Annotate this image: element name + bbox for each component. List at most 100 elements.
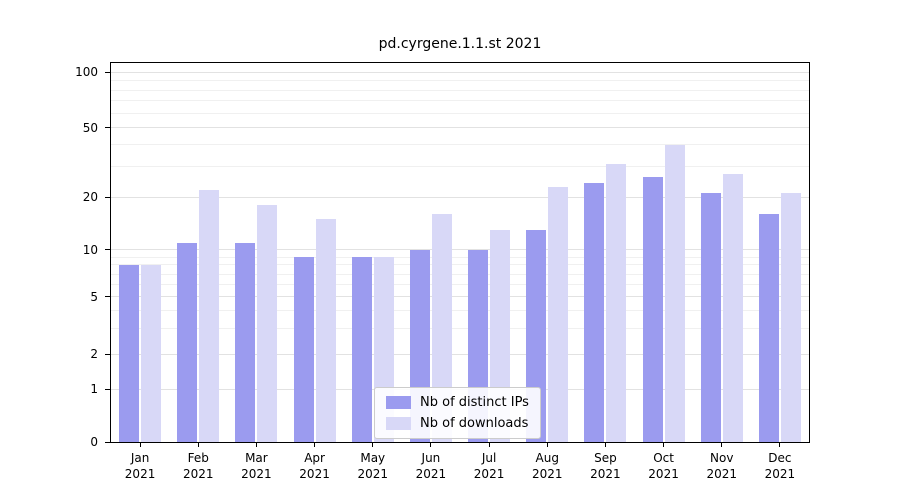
bar-downloads	[257, 205, 278, 442]
bar-distinct-ips	[293, 257, 314, 442]
major-gridline	[111, 296, 809, 298]
bar-downloads	[548, 186, 569, 442]
minor-gridline	[111, 328, 809, 330]
y-tick-label: 5	[90, 289, 98, 304]
y-tick-mark	[105, 388, 110, 390]
y-tick-mark	[105, 71, 110, 73]
plot-area	[110, 62, 810, 443]
x-tick-mark	[663, 442, 665, 447]
x-tick-label: May 2021	[341, 450, 405, 482]
x-tick-label-line: Nov	[710, 451, 734, 465]
x-tick-label: Jul 2021	[457, 450, 521, 482]
x-tick-mark	[314, 442, 316, 447]
x-tick-mark	[721, 442, 723, 447]
legend-label-distinct-ips: Nb of distinct IPs	[420, 395, 529, 410]
bar-distinct-ips	[700, 193, 721, 442]
x-tick-label-line: 2021	[357, 467, 389, 481]
x-tick-label: Nov 2021	[690, 450, 754, 482]
minor-gridline	[111, 273, 809, 275]
legend-label-downloads: Nb of downloads	[420, 416, 529, 431]
bar-distinct-ips	[235, 242, 256, 442]
x-tick-mark	[255, 442, 257, 447]
x-tick-label-line: 2021	[124, 467, 156, 481]
x-tick-label-line: 2021	[299, 467, 330, 481]
x-tick-label: Mar 2021	[224, 450, 288, 482]
y-tick-mark	[105, 249, 110, 251]
legend-item-downloads: Nb of downloads	[386, 416, 529, 431]
y-tick-label: 100	[75, 65, 98, 80]
minor-gridline	[111, 89, 809, 91]
x-tick-mark	[139, 442, 141, 447]
major-gridline	[111, 249, 809, 251]
x-tick-label-line: Dec	[768, 451, 792, 465]
y-tick-label: 20	[82, 190, 98, 205]
x-tick-label-line: Feb	[187, 451, 209, 465]
bar-downloads	[431, 214, 452, 442]
x-tick-label-line: 2021	[531, 467, 563, 481]
x-tick-mark	[430, 442, 432, 447]
y-tick-mark	[105, 196, 110, 198]
y-tick-label: 0	[90, 435, 98, 449]
x-tick-label-line: 2021	[648, 467, 679, 481]
x-tick-label-line: 2021	[706, 467, 738, 481]
x-tick-label-line: 2021	[764, 467, 796, 481]
bar-downloads	[199, 189, 220, 442]
x-tick-mark	[779, 442, 781, 447]
y-tick-label: 50	[82, 120, 98, 135]
x-tick-label-line: Apr	[304, 451, 325, 465]
major-gridline	[111, 127, 809, 129]
y-tick-mark	[105, 353, 110, 355]
x-tick-label: Feb 2021	[166, 450, 230, 482]
bar-distinct-ips	[642, 177, 663, 442]
y-tick-label: 1	[90, 382, 98, 397]
x-tick-label: Jan 2021	[108, 450, 172, 482]
x-tick-label-line: 2021	[241, 467, 272, 481]
x-tick-mark	[546, 442, 548, 447]
minor-gridline	[111, 80, 809, 82]
legend-swatch-distinct-ips	[386, 396, 411, 409]
minor-gridline	[111, 283, 809, 285]
x-tick-mark	[604, 442, 606, 447]
bar-distinct-ips	[119, 264, 140, 442]
x-tick-label-line: May	[360, 451, 386, 465]
bar-distinct-ips	[584, 183, 605, 442]
x-tick-label-line: Mar	[245, 451, 268, 465]
bar-downloads	[722, 174, 743, 442]
y-tick-mark	[105, 296, 110, 298]
x-tick-label-line: Sep	[594, 451, 617, 465]
bar-distinct-ips	[758, 214, 779, 442]
x-tick-mark	[197, 442, 199, 447]
chart-title: pd.cyrgene.1.1.st 2021	[378, 36, 542, 52]
bar-downloads	[141, 264, 162, 442]
x-tick-label-line: Oct	[653, 451, 674, 465]
x-tick-label: Apr 2021	[283, 450, 347, 482]
legend: Nb of distinct IPs Nb of downloads	[374, 387, 541, 439]
minor-gridline	[111, 144, 809, 146]
y-tick-label: 10	[82, 242, 98, 257]
x-tick-label-line: Jul	[481, 451, 497, 465]
bar-downloads	[780, 193, 801, 442]
bar-distinct-ips	[177, 242, 198, 442]
x-tick-label: Oct 2021	[632, 450, 696, 482]
x-tick-label-line: 2021	[590, 467, 621, 481]
bar-downloads	[664, 144, 685, 442]
minor-gridline	[111, 112, 809, 114]
bar-downloads	[606, 164, 627, 442]
x-tick-label: Jun 2021	[399, 450, 463, 482]
x-tick-mark	[372, 442, 374, 447]
y-tick-mark	[105, 127, 110, 129]
major-gridline	[111, 196, 809, 198]
major-gridline	[111, 353, 809, 355]
x-tick-label: Aug 2021	[515, 450, 579, 482]
legend-item-distinct-ips: Nb of distinct IPs	[386, 395, 529, 410]
minor-gridline	[111, 310, 809, 312]
x-tick-mark	[488, 442, 490, 447]
x-tick-label-line: Jun	[421, 451, 441, 465]
x-tick-label-line: Aug	[535, 451, 559, 465]
x-tick-label-line: 2021	[473, 467, 505, 481]
bar-distinct-ips	[351, 257, 372, 442]
x-tick-label: Sep 2021	[573, 450, 637, 482]
bar-downloads	[315, 219, 336, 442]
minor-gridline	[111, 264, 809, 266]
